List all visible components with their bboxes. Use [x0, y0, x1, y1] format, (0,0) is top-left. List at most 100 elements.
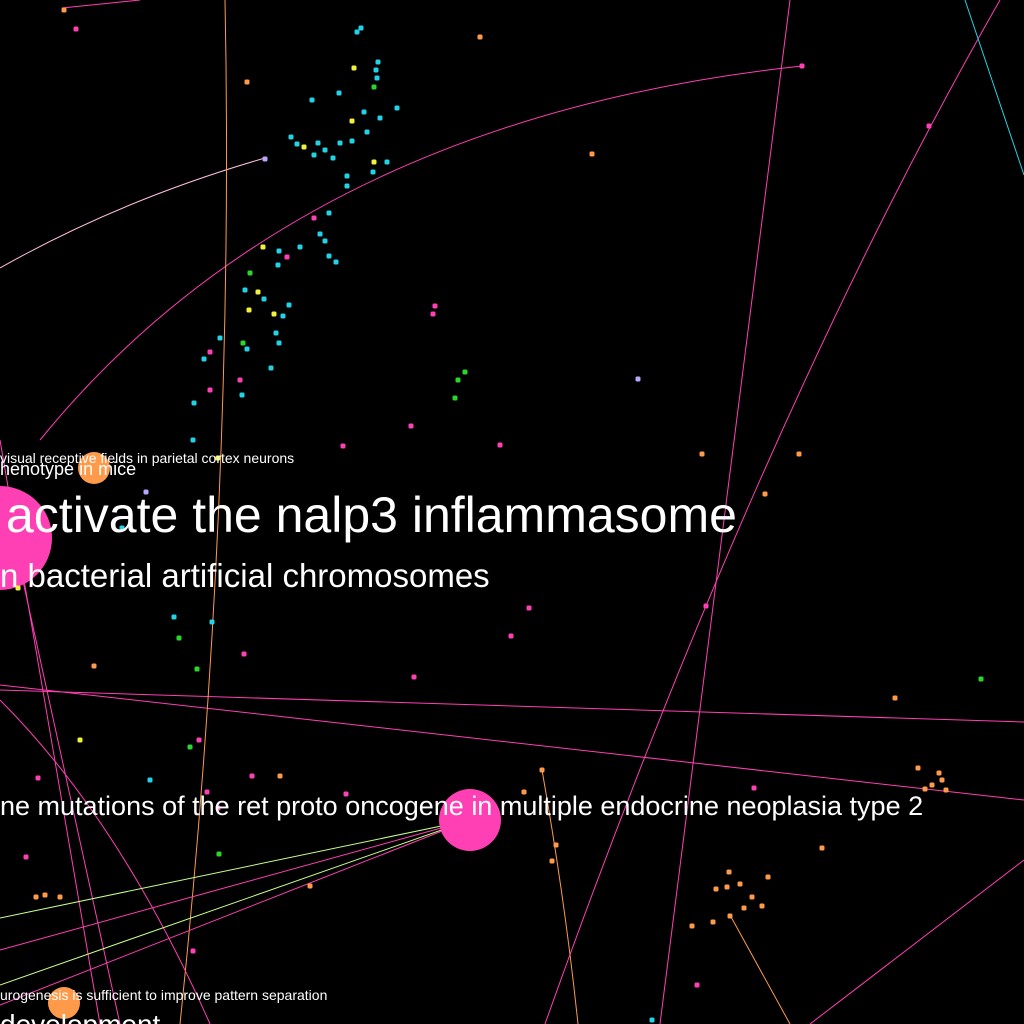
graph-node[interactable]	[452, 395, 458, 401]
graph-node[interactable]	[361, 109, 367, 115]
graph-node[interactable]	[713, 886, 719, 892]
graph-node[interactable]	[384, 159, 390, 165]
graph-node[interactable]	[240, 340, 246, 346]
graph-node[interactable]	[326, 253, 332, 259]
graph-node[interactable]	[796, 451, 802, 457]
hub-node-phenotype[interactable]	[78, 452, 110, 484]
graph-node[interactable]	[694, 982, 700, 988]
graph-node[interactable]	[261, 296, 267, 302]
graph-node[interactable]	[892, 695, 898, 701]
graph-node[interactable]	[190, 437, 196, 443]
graph-node[interactable]	[196, 737, 202, 743]
graph-node[interactable]	[268, 365, 274, 371]
graph-node[interactable]	[343, 791, 349, 797]
graph-node[interactable]	[284, 254, 290, 260]
graph-node[interactable]	[204, 789, 210, 795]
graph-node[interactable]	[411, 674, 417, 680]
graph-node[interactable]	[171, 614, 177, 620]
graph-node[interactable]	[408, 423, 414, 429]
graph-node[interactable]	[337, 140, 343, 146]
graph-node[interactable]	[244, 79, 250, 85]
graph-node[interactable]	[349, 138, 355, 144]
graph-node[interactable]	[819, 845, 825, 851]
graph-node[interactable]	[939, 777, 945, 783]
graph-node[interactable]	[326, 210, 332, 216]
graph-node[interactable]	[215, 805, 221, 811]
graph-node[interactable]	[526, 605, 532, 611]
graph-node[interactable]	[246, 307, 252, 313]
graph-node[interactable]	[330, 155, 336, 161]
graph-node[interactable]	[710, 919, 716, 925]
graph-node[interactable]	[207, 349, 213, 355]
graph-node[interactable]	[373, 67, 379, 73]
graph-node[interactable]	[216, 851, 222, 857]
graph-node[interactable]	[311, 152, 317, 158]
graph-node[interactable]	[276, 248, 282, 254]
graph-node[interactable]	[539, 767, 545, 773]
graph-node[interactable]	[508, 633, 514, 639]
hub-node-neurogenesis[interactable]	[48, 987, 80, 1019]
graph-node[interactable]	[649, 1017, 655, 1023]
graph-node[interactable]	[497, 442, 503, 448]
graph-node[interactable]	[724, 884, 730, 890]
graph-node[interactable]	[244, 346, 250, 352]
graph-node[interactable]	[260, 244, 266, 250]
graph-node[interactable]	[477, 34, 483, 40]
graph-node[interactable]	[589, 151, 595, 157]
graph-node[interactable]	[176, 635, 182, 641]
graph-node[interactable]	[759, 903, 765, 909]
graph-node[interactable]	[190, 948, 196, 954]
graph-node[interactable]	[351, 65, 357, 71]
graph-node[interactable]	[255, 289, 261, 295]
graph-node[interactable]	[765, 874, 771, 880]
graph-node[interactable]	[978, 676, 984, 682]
graph-node[interactable]	[749, 894, 755, 900]
graph-node[interactable]	[215, 455, 221, 461]
graph-node[interactable]	[187, 744, 193, 750]
graph-node[interactable]	[737, 881, 743, 887]
graph-node[interactable]	[301, 144, 307, 150]
graph-node[interactable]	[926, 123, 932, 129]
graph-node[interactable]	[751, 785, 757, 791]
graph-node[interactable]	[241, 651, 247, 657]
graph-node[interactable]	[741, 905, 747, 911]
graph-node[interactable]	[311, 215, 317, 221]
graph-node[interactable]	[344, 173, 350, 179]
graph-node[interactable]	[249, 773, 255, 779]
graph-node[interactable]	[689, 923, 695, 929]
graph-node[interactable]	[77, 737, 83, 743]
graph-node[interactable]	[23, 854, 29, 860]
graph-node[interactable]	[762, 491, 768, 497]
graph-node[interactable]	[521, 789, 527, 795]
graph-node[interactable]	[242, 287, 248, 293]
graph-node[interactable]	[432, 303, 438, 309]
graph-node[interactable]	[726, 869, 732, 875]
graph-node[interactable]	[703, 603, 709, 609]
graph-node[interactable]	[430, 311, 436, 317]
graph-node[interactable]	[915, 765, 921, 771]
graph-node[interactable]	[42, 892, 48, 898]
graph-node[interactable]	[799, 63, 805, 69]
graph-node[interactable]	[191, 400, 197, 406]
graph-node[interactable]	[377, 115, 383, 121]
graph-node[interactable]	[262, 156, 268, 162]
graph-node[interactable]	[237, 377, 243, 383]
graph-node[interactable]	[143, 489, 149, 495]
graph-node[interactable]	[294, 141, 300, 147]
graph-node[interactable]	[322, 238, 328, 244]
graph-node[interactable]	[333, 259, 339, 265]
graph-node[interactable]	[273, 330, 279, 336]
graph-node[interactable]	[239, 392, 245, 398]
graph-node[interactable]	[455, 377, 461, 383]
graph-node[interactable]	[201, 356, 207, 362]
graph-node[interactable]	[33, 894, 39, 900]
graph-node[interactable]	[635, 376, 641, 382]
graph-node[interactable]	[322, 147, 328, 153]
graph-node[interactable]	[336, 90, 342, 96]
hub-node-nalp3[interactable]	[0, 486, 52, 590]
graph-node[interactable]	[271, 311, 277, 317]
graph-node[interactable]	[364, 129, 370, 135]
graph-node[interactable]	[61, 7, 67, 13]
